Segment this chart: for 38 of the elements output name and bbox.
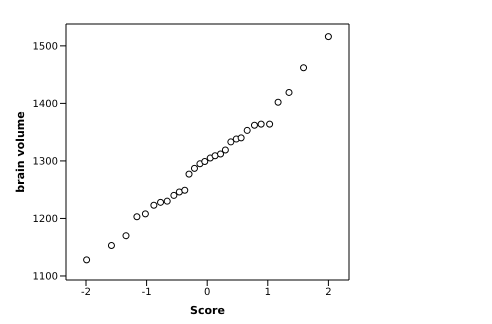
y-tick-label: 1400 [32, 98, 58, 110]
point [238, 134, 245, 142]
point [170, 192, 178, 199]
point [190, 164, 198, 172]
x-tick-label: -2 [81, 287, 91, 298]
x-tick-label: 1 [264, 287, 271, 298]
x-axis-title: Score [190, 304, 225, 317]
point [83, 256, 90, 264]
y-tick-label: 1200 [32, 214, 58, 225]
y-tick-label: 1300 [32, 156, 58, 168]
point [258, 120, 265, 128]
point [244, 126, 251, 134]
point [286, 88, 293, 96]
point [122, 232, 130, 240]
point [227, 138, 234, 146]
point [222, 146, 229, 154]
point [266, 120, 274, 128]
point [150, 202, 158, 209]
x-tick-label: -1 [142, 287, 152, 298]
point [186, 170, 193, 178]
point [133, 213, 140, 220]
point [201, 158, 208, 165]
point [324, 33, 332, 40]
point [274, 98, 282, 106]
point [164, 198, 171, 205]
point [181, 186, 188, 194]
point [176, 188, 183, 196]
point [108, 242, 115, 249]
point [142, 210, 149, 218]
x-tick-label: 2 [325, 287, 332, 298]
x-tick-label: 0 [204, 287, 210, 298]
point [250, 122, 258, 129]
point [300, 64, 308, 72]
y-tick-label: 1100 [32, 272, 58, 283]
y-tick-label: 1500 [32, 41, 58, 52]
point [217, 150, 224, 158]
y-axis-title: brain volume [14, 111, 27, 193]
point [157, 198, 164, 206]
